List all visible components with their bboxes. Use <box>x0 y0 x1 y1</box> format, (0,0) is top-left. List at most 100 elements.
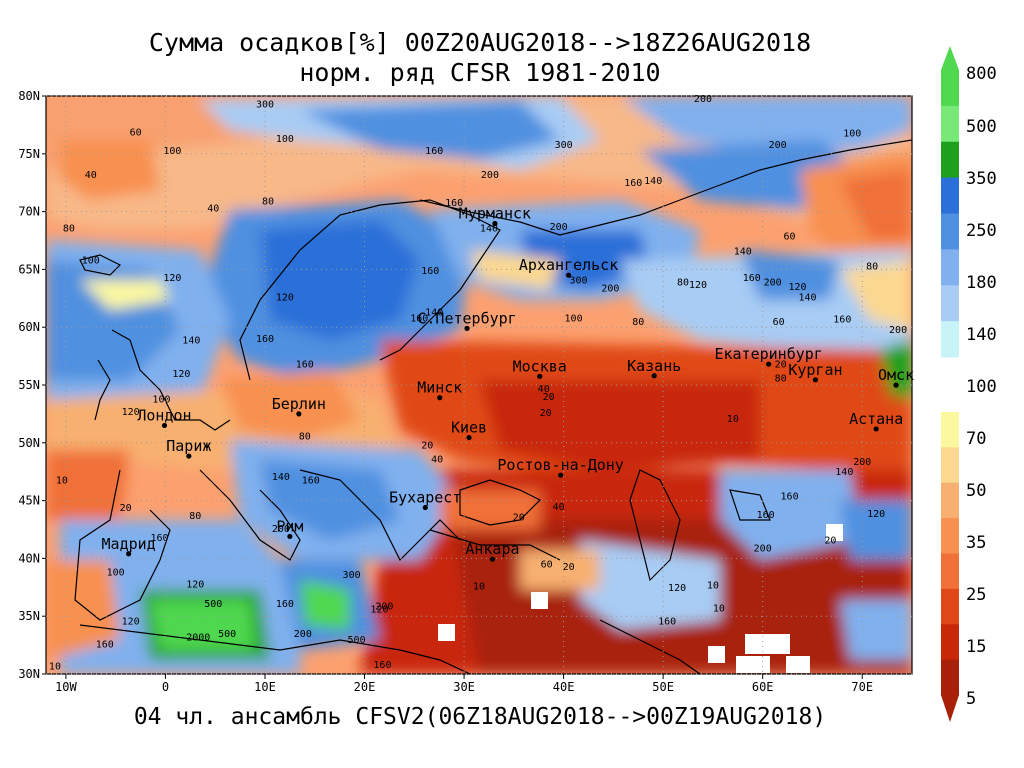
contour-value-label: 300 <box>570 275 588 286</box>
city-label: Бухарест <box>389 489 461 507</box>
contour-value-label: 200 <box>694 94 712 105</box>
city-marker <box>437 395 443 401</box>
lat-tick-label: 35N <box>18 609 40 623</box>
contour-value-label: 160 <box>757 510 775 521</box>
city-marker <box>466 434 472 441</box>
contour-value-label: 40 <box>538 384 550 395</box>
ensemble-footer: 04 чл. ансамбль CFSV2(06Z18AUG2018-->00Z… <box>133 704 827 730</box>
contour-value-label: 500 <box>204 599 222 610</box>
contour-value-label: 160 <box>624 178 642 189</box>
lat-tick-label: 40N <box>18 551 40 565</box>
colorbar-label: 800 <box>966 64 997 84</box>
contour-value-label: 80 <box>632 317 644 328</box>
colorbar-segment <box>941 105 959 143</box>
city-marker <box>873 426 879 432</box>
contour-value-label: 160 <box>302 475 320 486</box>
city-marker <box>565 272 572 278</box>
contour-value-label: 80 <box>262 197 274 208</box>
city-label: Омск <box>878 366 914 384</box>
contour-value-label: 10 <box>727 414 739 425</box>
city-marker <box>766 361 772 367</box>
colorbar-label: 180 <box>966 273 997 293</box>
contour-value-label: 80 <box>63 223 75 234</box>
city-label: Екатеринбург <box>714 345 822 363</box>
colorbar-label: 35 <box>966 533 986 553</box>
contour-value-label: 20 <box>775 360 787 371</box>
contour-value-label: 100 <box>82 256 100 267</box>
colorbar-segment <box>941 412 959 448</box>
colorbar-segment <box>941 70 959 107</box>
city-label: Архангельск <box>519 256 618 274</box>
contour-value-label: 100 <box>276 134 294 145</box>
city-label: Киев <box>451 419 487 437</box>
contour-value-label: 120 <box>122 407 140 418</box>
map-title-line-1: Сумма осадков[%] 00Z20AUG2018-->18Z26AUG… <box>148 28 812 57</box>
contour-value-label: 120 <box>689 280 707 291</box>
lat-tick-label: 80N <box>18 89 40 103</box>
contour-value-label: 200 <box>853 457 871 468</box>
contour-value-label: 160 <box>833 315 851 326</box>
colorbar-segment <box>941 141 959 179</box>
city-marker <box>186 453 192 459</box>
contour-value-label: 140 <box>480 223 498 234</box>
city-label: С.Петербург <box>417 309 516 327</box>
contour-value-label: 40 <box>85 170 97 181</box>
colorbar-label: 25 <box>966 585 986 605</box>
city-label: Астана <box>849 410 903 428</box>
lon-tick-label: 10E <box>254 680 276 694</box>
city-marker <box>464 325 470 331</box>
city-label: Лондон <box>137 406 191 424</box>
lat-tick-label: 45N <box>18 494 40 508</box>
city-label: Анкара <box>465 540 519 558</box>
lon-tick-label: 30E <box>453 680 475 694</box>
contour-value-label: 200 <box>769 140 787 151</box>
contour-value-label: 200 <box>764 278 782 289</box>
colorbar-label: 140 <box>966 325 997 345</box>
contour-value-label: 100 <box>152 394 170 405</box>
lon-tick-label: 60E <box>752 680 774 694</box>
contour-value-label: 140 <box>425 308 443 319</box>
lat-tick-label: 65N <box>18 262 40 276</box>
lon-tick-label: 20E <box>354 680 376 694</box>
city-label: Мадрид <box>102 535 156 553</box>
contour-value-label: 200 <box>375 601 393 612</box>
contour-value-label: 140 <box>835 467 853 478</box>
city-label: Минск <box>417 379 462 397</box>
contour-value-label: 60 <box>130 127 142 138</box>
colorbar-segment <box>941 249 959 286</box>
lon-tick-label: 70E <box>851 680 873 694</box>
contour-value-label: 10 <box>707 580 719 591</box>
contour-value-label: 20 <box>513 512 525 523</box>
contour-value-label: 40 <box>207 204 219 215</box>
city-marker <box>492 220 498 227</box>
city-marker <box>558 472 564 478</box>
lat-tick-label: 55N <box>18 378 40 392</box>
city-marker <box>812 377 819 383</box>
colorbar-label: 500 <box>966 117 997 137</box>
axis-layer: 10W 0 10E 20E 30E 40E 50E 60E 70E 80N 75N 70N 65N 60N… <box>18 89 912 694</box>
contour-value-label: 160 <box>743 273 761 284</box>
contour-value-label: 160 <box>373 660 391 671</box>
city-label: Москва <box>513 357 567 375</box>
contour-value-label: 500 <box>218 629 236 640</box>
contour-value-label: 80 <box>677 278 689 289</box>
contour-value-label: 200 <box>272 524 290 535</box>
contour-value-label: 20 <box>824 535 836 546</box>
contour-value-label: 20 <box>120 503 132 514</box>
lon-tick-label: 50E <box>652 680 674 694</box>
city-layer: Мурманск Архангельск С.Петербург Москва Каза… <box>102 205 914 562</box>
city-marker <box>489 556 496 562</box>
contour-value-label: 140 <box>644 176 662 187</box>
lon-tick-label: 0 <box>162 680 169 694</box>
lat-tick-label: 30N <box>18 667 40 681</box>
colorbar-label: 15 <box>966 637 986 657</box>
lat-tick-label: 50N <box>18 436 40 450</box>
colorbar-label: 50 <box>966 481 986 501</box>
city-label: Ростов-на-Дону <box>497 456 623 474</box>
colorbar-segment <box>941 213 959 250</box>
lat-tick-label: 75N <box>18 147 40 161</box>
city-marker <box>422 504 428 511</box>
contour-value-label: 60 <box>541 560 553 571</box>
